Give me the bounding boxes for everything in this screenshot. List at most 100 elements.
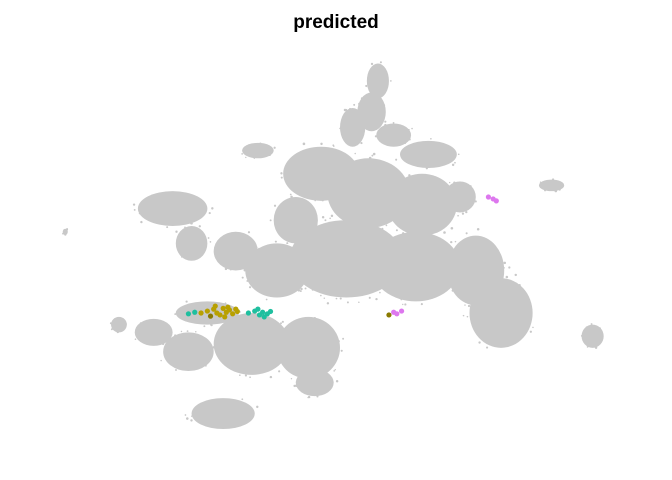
background-cell — [407, 229, 410, 233]
background-cell — [445, 285, 448, 288]
background-cell — [447, 204, 450, 206]
background-cell — [244, 404, 247, 407]
scatter-point — [204, 308, 210, 314]
background-cell — [551, 178, 555, 181]
background-cell — [372, 286, 375, 289]
background-cell — [201, 203, 204, 206]
highlighted-cells — [185, 194, 499, 320]
background-cell — [224, 302, 227, 304]
background-cell — [289, 193, 292, 196]
background-cell — [138, 212, 141, 215]
background-cell — [365, 84, 368, 88]
background-cell — [323, 322, 326, 325]
background-cell — [211, 207, 214, 210]
background-cell — [490, 343, 493, 346]
background-cell — [353, 165, 356, 167]
background-cell — [343, 163, 346, 166]
background-cell — [249, 254, 252, 256]
background-cell — [529, 330, 532, 333]
background-cell — [580, 334, 583, 337]
background-cell — [505, 275, 509, 279]
background-cell — [326, 302, 330, 305]
background-cell — [465, 210, 468, 214]
background-cell — [244, 374, 247, 377]
background-cell — [160, 359, 162, 362]
background-cell — [371, 154, 374, 157]
background-cell — [408, 138, 411, 141]
background-cell — [293, 384, 296, 388]
background-cell — [458, 181, 461, 184]
background-cell — [484, 336, 488, 340]
background-cell — [190, 415, 193, 417]
background-cell — [473, 323, 476, 326]
background-cell — [370, 261, 372, 263]
background-cell — [323, 224, 325, 227]
background-cell — [112, 328, 115, 331]
background-cell — [241, 276, 244, 279]
background-cell — [124, 322, 127, 326]
background-cell — [333, 370, 336, 372]
background-cell — [273, 204, 277, 207]
background-cell — [466, 315, 469, 318]
background-cell — [444, 255, 448, 258]
background-cell — [456, 245, 459, 247]
background-cell — [360, 97, 364, 100]
background-cell — [389, 80, 392, 82]
background-cell — [384, 165, 387, 168]
background-cell — [314, 199, 317, 202]
background-cell — [184, 226, 186, 229]
background-cell — [151, 194, 153, 197]
background-cell — [217, 349, 220, 352]
background-cell — [381, 94, 384, 97]
background-cell — [291, 240, 293, 242]
scatter-point — [230, 311, 236, 317]
background-cell — [457, 153, 460, 156]
background-cell — [286, 280, 288, 282]
background-cell — [476, 228, 480, 231]
background-cell — [518, 284, 521, 287]
background-cell — [525, 323, 528, 325]
background-cell — [299, 290, 302, 293]
background-cell — [287, 326, 290, 330]
background-cell — [338, 340, 340, 342]
cell-cluster — [242, 142, 274, 159]
background-cell — [372, 275, 375, 278]
background-cell — [447, 216, 449, 219]
background-cell — [256, 405, 259, 409]
cell-cluster — [371, 231, 460, 302]
background-cell — [319, 289, 321, 291]
background-cell — [585, 326, 588, 328]
scatter-point — [185, 311, 192, 317]
background-cell — [400, 298, 403, 301]
background-cell — [110, 328, 113, 331]
background-cell — [384, 123, 387, 127]
background-cell — [515, 282, 518, 285]
background-cell — [249, 376, 251, 379]
background-cell — [265, 298, 268, 301]
background-cell — [345, 108, 348, 112]
background-cell — [134, 338, 137, 341]
cell-cluster — [469, 278, 533, 348]
scatter-point — [225, 304, 231, 310]
background-cell — [327, 174, 331, 177]
background-cell — [358, 301, 360, 304]
background-cell — [239, 374, 241, 377]
cell-cluster — [137, 191, 208, 226]
background-cell — [598, 327, 601, 330]
background-cell — [528, 302, 531, 305]
background-cell — [404, 303, 407, 306]
scatter-point — [260, 309, 266, 315]
background-cell — [186, 330, 189, 333]
background-cell — [324, 190, 327, 194]
background-cell — [320, 294, 322, 297]
background-cell — [430, 137, 432, 140]
background-cell — [189, 222, 193, 225]
cell-cluster — [400, 140, 457, 168]
background-cell — [383, 104, 386, 107]
cell-cluster — [376, 123, 412, 147]
background-cell — [139, 322, 142, 324]
background-cell — [313, 317, 317, 320]
background-cell — [291, 157, 294, 160]
background-cell — [362, 223, 365, 226]
background-cell — [394, 291, 396, 294]
